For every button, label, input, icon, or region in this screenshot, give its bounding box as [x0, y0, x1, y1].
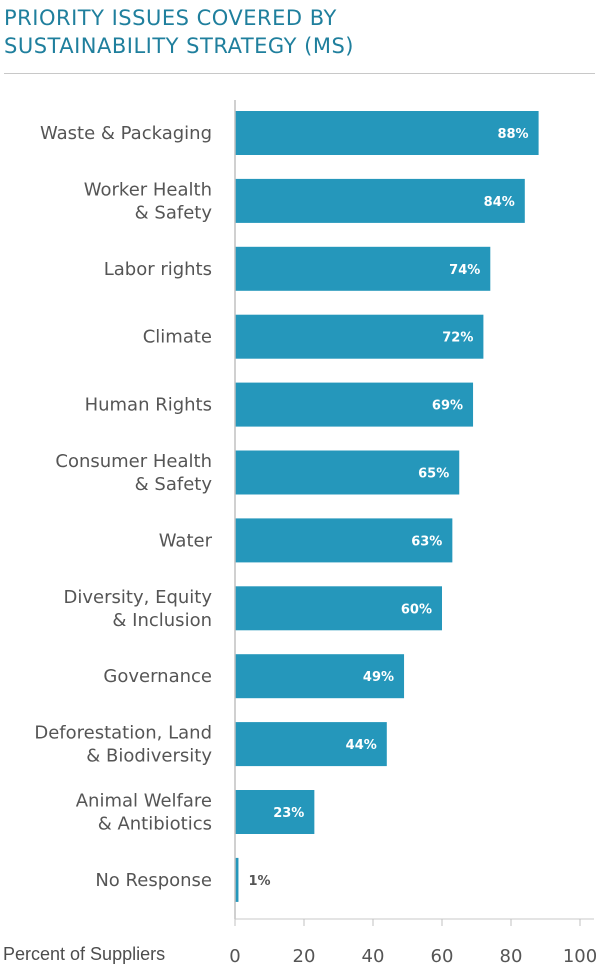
- bar-value-label: 88%: [497, 127, 528, 142]
- x-tick-label: 0: [229, 946, 240, 967]
- category-label: Consumer Health & Safety: [55, 451, 212, 495]
- bar: [235, 382, 474, 427]
- bar-value-label: 49%: [363, 670, 394, 685]
- bar-value-label: 65%: [418, 467, 449, 482]
- category-label: Labor rights: [104, 259, 212, 280]
- category-labels-group: Waste & Packaging Worker Health & Safety La…: [34, 123, 212, 891]
- bar: [235, 450, 460, 495]
- bar: [235, 857, 239, 902]
- category-label: Human Rights: [85, 395, 212, 416]
- chart-title-line-1: PRIORITY ISSUES COVERED BY: [4, 6, 337, 30]
- bar: [235, 586, 442, 631]
- bars-group: 88% 84% 74% 72% 69% 65% 63% 60% 49% 44% 23% 1%: [235, 111, 539, 902]
- bar-value-label: 84%: [484, 195, 515, 210]
- bar-value-label: 72%: [442, 331, 473, 346]
- bar: [235, 246, 491, 291]
- title-divider: [4, 73, 595, 74]
- chart-title-line-2: SUSTAINABILITY STRATEGY (MS): [4, 34, 354, 58]
- x-tick-label: 100: [563, 946, 597, 967]
- bar-value-label: 63%: [411, 534, 442, 549]
- x-tick-label: 20: [293, 946, 316, 967]
- x-tick-label: 40: [362, 946, 385, 967]
- category-label: Deforestation, Land & Biodiversity: [34, 723, 212, 767]
- category-label: Climate: [143, 327, 212, 348]
- category-label: Waste & Packaging: [40, 123, 212, 144]
- x-axis-title: Percent of Suppliers: [3, 944, 166, 964]
- bar-value-label: 1%: [248, 874, 270, 889]
- bar-value-label: 60%: [401, 602, 432, 617]
- chart-title: PRIORITY ISSUES COVERED BY SUSTAINABILIT…: [4, 4, 594, 60]
- x-tick-label: 80: [500, 946, 523, 967]
- bar-value-label: 44%: [346, 738, 377, 753]
- category-label: Animal Welfare & Antibiotics: [76, 791, 212, 835]
- bar-value-label: 23%: [273, 806, 304, 821]
- bar-value-label: 74%: [449, 263, 480, 278]
- bar: [235, 654, 405, 699]
- category-label: Water: [159, 530, 213, 551]
- bar: [235, 314, 484, 359]
- category-label: Diversity, Equity & Inclusion: [64, 587, 213, 631]
- category-label: Governance: [103, 666, 212, 687]
- bar: [235, 722, 387, 767]
- bar: [235, 111, 539, 155]
- bar: [235, 518, 453, 563]
- x-tick-label: 60: [431, 946, 454, 967]
- bar: [235, 178, 525, 223]
- category-label: Worker Health & Safety: [84, 179, 213, 223]
- bar: [235, 790, 315, 834]
- category-label: No Response: [95, 870, 212, 891]
- bar-value-label: 69%: [432, 399, 463, 414]
- x-axis: 0 20 40 60 80 100: [229, 100, 597, 967]
